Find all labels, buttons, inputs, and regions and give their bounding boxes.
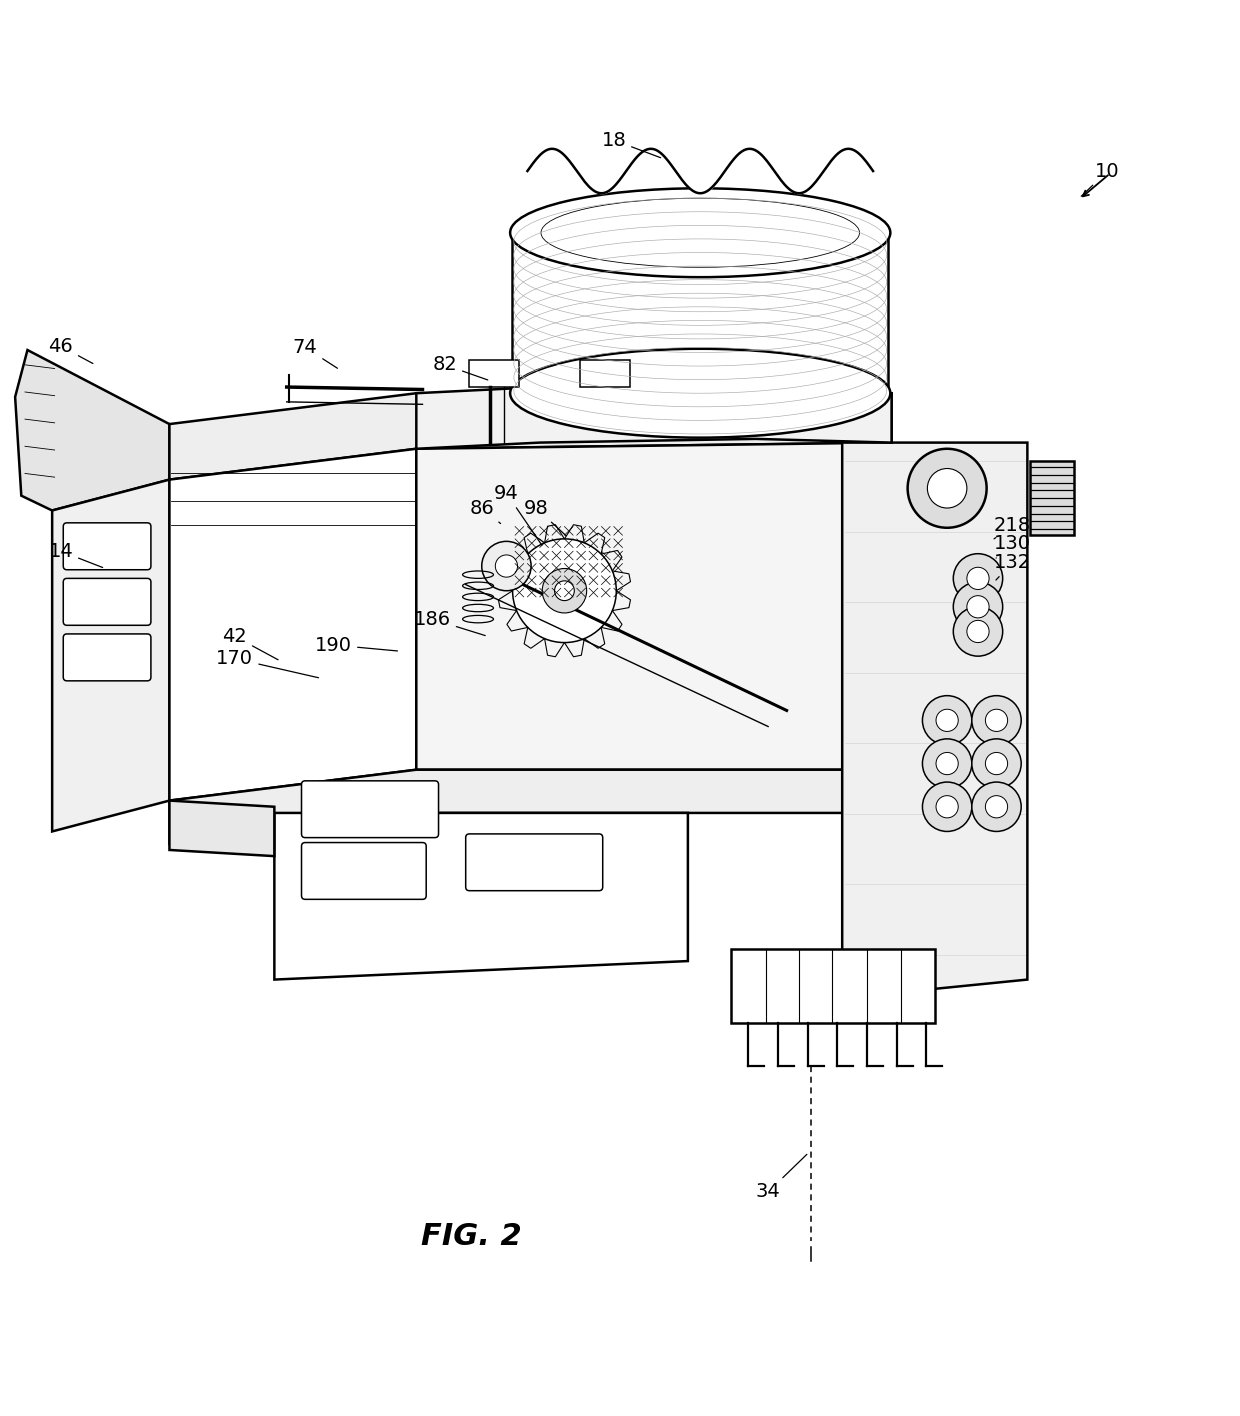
Text: 10: 10	[1081, 161, 1120, 197]
Text: 186: 186	[414, 610, 485, 636]
Polygon shape	[417, 387, 892, 449]
Polygon shape	[15, 350, 170, 511]
Circle shape	[986, 752, 1008, 775]
Circle shape	[936, 709, 959, 732]
Circle shape	[936, 796, 959, 818]
Circle shape	[986, 796, 1008, 818]
Circle shape	[542, 568, 587, 613]
Circle shape	[972, 782, 1022, 831]
Circle shape	[936, 752, 959, 775]
Circle shape	[967, 620, 990, 643]
Circle shape	[954, 582, 1003, 632]
Circle shape	[972, 695, 1022, 745]
Circle shape	[928, 469, 967, 508]
Circle shape	[512, 539, 616, 643]
FancyBboxPatch shape	[63, 634, 151, 681]
Text: 82: 82	[433, 355, 487, 379]
FancyBboxPatch shape	[466, 834, 603, 891]
Bar	[1030, 462, 1074, 535]
Text: 14: 14	[48, 542, 103, 568]
Polygon shape	[52, 480, 170, 831]
Text: 34: 34	[755, 1154, 807, 1201]
Circle shape	[554, 581, 574, 600]
Polygon shape	[170, 770, 892, 844]
Text: 74: 74	[293, 338, 337, 368]
FancyBboxPatch shape	[301, 780, 439, 838]
Polygon shape	[170, 800, 274, 857]
Text: 130: 130	[994, 534, 1030, 558]
Text: 46: 46	[48, 337, 93, 364]
Circle shape	[923, 739, 972, 789]
Ellipse shape	[510, 348, 890, 438]
Circle shape	[972, 739, 1022, 789]
Circle shape	[986, 709, 1008, 732]
FancyBboxPatch shape	[301, 843, 427, 899]
Circle shape	[923, 695, 972, 745]
Circle shape	[967, 596, 990, 617]
Text: 86: 86	[470, 498, 501, 524]
Polygon shape	[417, 443, 892, 770]
Polygon shape	[170, 449, 417, 800]
Circle shape	[967, 568, 990, 589]
Polygon shape	[842, 443, 1028, 998]
Circle shape	[954, 554, 1003, 603]
Text: 218: 218	[994, 515, 1032, 539]
FancyBboxPatch shape	[63, 578, 151, 626]
Text: 98: 98	[523, 498, 567, 535]
Circle shape	[482, 541, 531, 590]
Text: 190: 190	[315, 636, 398, 654]
Polygon shape	[274, 813, 688, 980]
Circle shape	[908, 449, 987, 528]
Text: 132: 132	[994, 552, 1032, 581]
Bar	[732, 949, 935, 1022]
Circle shape	[923, 782, 972, 831]
Bar	[470, 360, 518, 387]
Ellipse shape	[510, 188, 890, 278]
Text: FIG. 2: FIG. 2	[422, 1222, 522, 1250]
Text: 94: 94	[494, 484, 542, 545]
Ellipse shape	[541, 198, 859, 268]
Bar	[580, 360, 630, 387]
Text: 170: 170	[216, 649, 319, 678]
Circle shape	[495, 555, 517, 578]
Polygon shape	[170, 394, 892, 480]
Circle shape	[954, 607, 1003, 656]
Text: 42: 42	[222, 627, 278, 660]
FancyBboxPatch shape	[63, 523, 151, 569]
Text: 18: 18	[601, 130, 661, 157]
